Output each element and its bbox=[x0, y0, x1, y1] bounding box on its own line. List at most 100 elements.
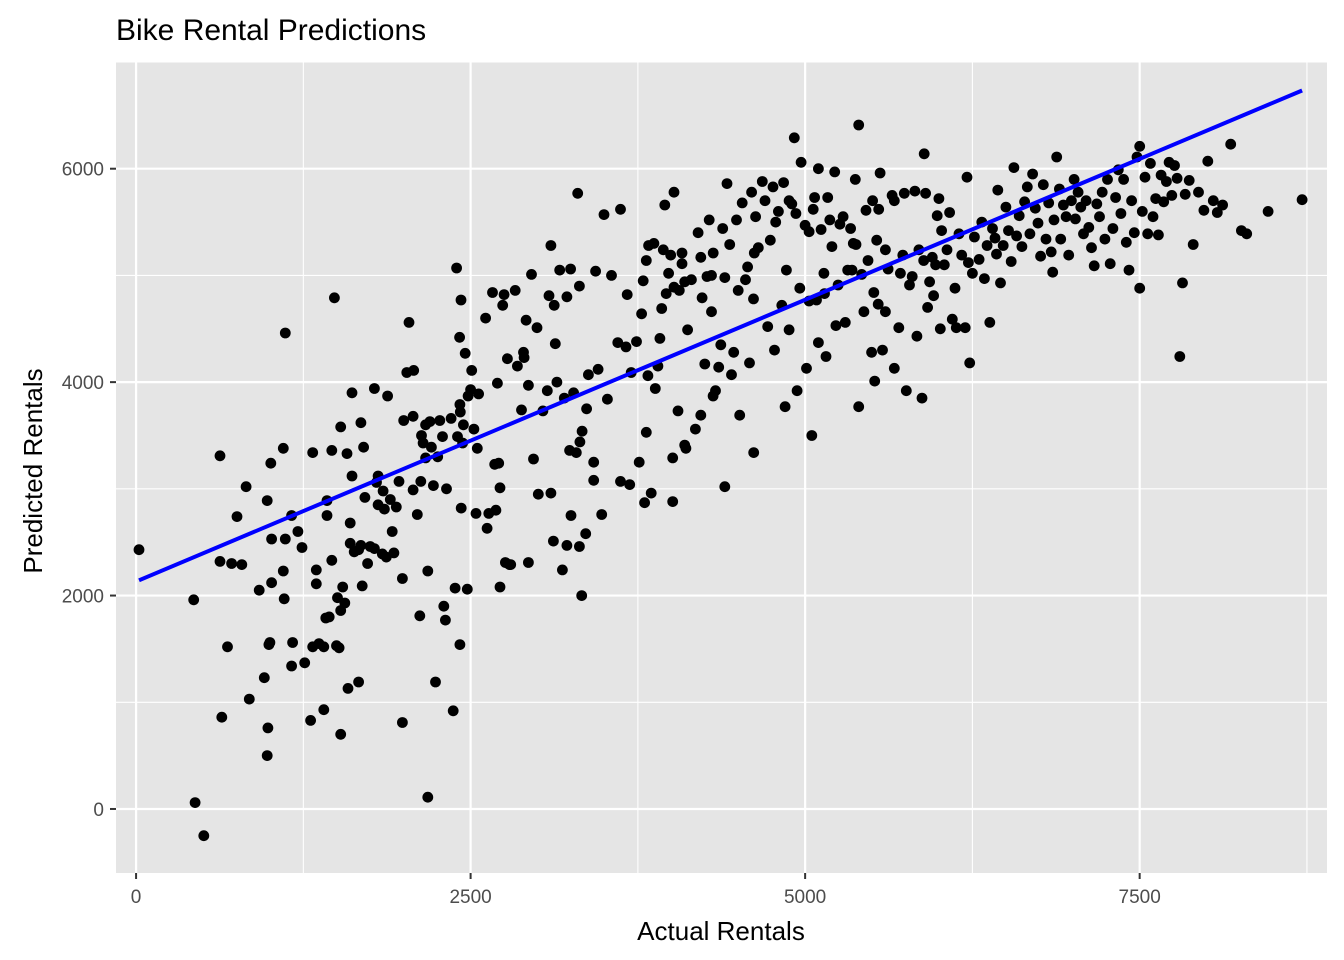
data-point bbox=[277, 565, 289, 577]
data-point bbox=[459, 347, 471, 359]
data-point bbox=[222, 641, 233, 653]
data-point bbox=[466, 365, 478, 376]
data-point bbox=[265, 457, 277, 469]
data-point bbox=[1169, 160, 1180, 171]
data-point bbox=[615, 203, 626, 215]
data-point bbox=[918, 148, 930, 160]
data-point bbox=[829, 166, 841, 178]
data-point bbox=[548, 299, 560, 311]
data-point bbox=[1011, 230, 1022, 242]
data-point bbox=[877, 344, 888, 356]
data-point bbox=[509, 285, 521, 296]
data-point bbox=[920, 187, 931, 199]
data-point bbox=[407, 410, 419, 422]
data-point bbox=[645, 487, 657, 499]
data-point bbox=[904, 279, 915, 291]
data-point bbox=[936, 225, 947, 237]
data-point bbox=[813, 337, 824, 348]
data-point bbox=[659, 199, 671, 211]
data-point bbox=[296, 542, 308, 553]
data-point bbox=[487, 287, 498, 298]
data-point bbox=[216, 711, 228, 723]
data-point bbox=[471, 442, 483, 454]
data-point bbox=[933, 193, 945, 205]
data-point bbox=[492, 377, 503, 389]
data-point bbox=[663, 267, 674, 279]
data-point bbox=[770, 216, 782, 228]
data-point bbox=[1021, 181, 1033, 193]
data-point bbox=[335, 421, 347, 433]
data-point bbox=[690, 423, 701, 435]
y-axis: 0 2000 4000 6000 bbox=[62, 160, 116, 821]
y-axis-title: Predicted Rentals bbox=[18, 368, 48, 573]
data-point bbox=[388, 547, 400, 559]
data-point bbox=[654, 333, 666, 344]
data-point bbox=[403, 317, 415, 328]
data-point bbox=[706, 270, 717, 281]
data-point bbox=[721, 178, 733, 190]
data-point bbox=[791, 385, 803, 397]
data-point bbox=[329, 292, 340, 304]
data-point bbox=[583, 369, 594, 381]
data-point bbox=[480, 312, 491, 324]
data-point bbox=[867, 195, 878, 207]
data-point bbox=[561, 540, 573, 551]
y-tick-label: 2000 bbox=[62, 587, 104, 608]
data-point bbox=[853, 401, 865, 413]
data-point bbox=[1123, 264, 1135, 276]
data-point bbox=[874, 167, 886, 179]
data-point bbox=[846, 264, 858, 276]
data-point bbox=[447, 705, 459, 717]
data-point bbox=[1139, 171, 1151, 183]
data-point bbox=[909, 185, 921, 197]
data-point bbox=[930, 259, 941, 271]
data-point bbox=[1035, 250, 1046, 262]
data-point bbox=[523, 379, 534, 391]
data-point bbox=[494, 581, 506, 593]
data-point bbox=[1187, 239, 1199, 250]
data-point bbox=[240, 481, 252, 493]
x-tick-label: 7500 bbox=[1119, 887, 1161, 908]
data-point bbox=[520, 314, 532, 326]
data-point bbox=[809, 192, 820, 203]
data-point bbox=[287, 637, 298, 648]
data-point bbox=[692, 227, 704, 239]
data-point bbox=[570, 447, 582, 458]
data-point bbox=[991, 248, 1002, 260]
data-point bbox=[637, 275, 649, 287]
data-point bbox=[414, 610, 426, 622]
data-point bbox=[470, 508, 482, 519]
x-tick-label: 2500 bbox=[449, 887, 491, 908]
data-point bbox=[572, 187, 584, 199]
data-point bbox=[1174, 351, 1186, 362]
data-point bbox=[342, 683, 354, 694]
data-point bbox=[1211, 207, 1223, 218]
data-point bbox=[944, 207, 955, 218]
data-point bbox=[454, 331, 465, 343]
data-point bbox=[1207, 195, 1219, 207]
data-point bbox=[441, 483, 452, 495]
data-point bbox=[451, 262, 462, 274]
data-point bbox=[872, 298, 884, 310]
data-point bbox=[266, 577, 277, 589]
data-point bbox=[941, 244, 953, 256]
data-point bbox=[806, 430, 818, 441]
data-point bbox=[621, 289, 633, 300]
data-point bbox=[673, 285, 685, 296]
data-point bbox=[545, 240, 557, 251]
data-point bbox=[880, 306, 891, 318]
data-point bbox=[1128, 227, 1140, 239]
data-point bbox=[1136, 206, 1148, 217]
data-point bbox=[871, 234, 883, 246]
data-point bbox=[1096, 186, 1108, 198]
data-point bbox=[310, 564, 322, 576]
data-point bbox=[778, 177, 789, 189]
data-point bbox=[1091, 198, 1103, 210]
data-point bbox=[790, 208, 802, 219]
data-point bbox=[964, 357, 976, 369]
data-point bbox=[231, 511, 243, 522]
data-point bbox=[818, 267, 830, 279]
data-point bbox=[384, 494, 396, 505]
data-point bbox=[1005, 256, 1017, 267]
